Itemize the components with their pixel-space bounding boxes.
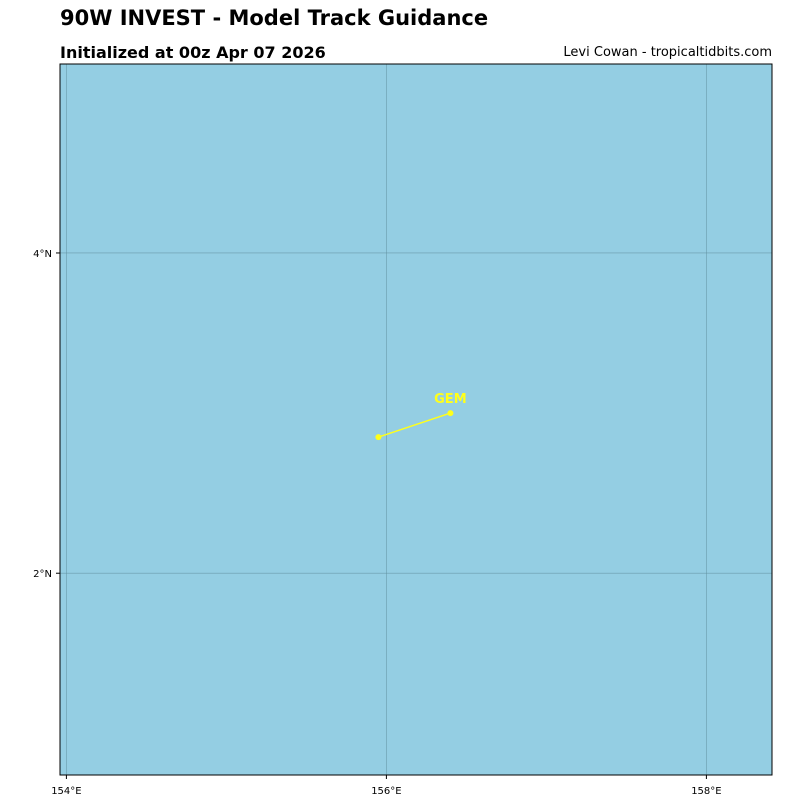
init-time-subtitle: Initialized at 00z Apr 07 2026 [60, 43, 326, 62]
model-tracks: GEM [375, 392, 467, 441]
lon-tick-label: 156°E [371, 786, 401, 797]
lon-tick-label: 158°E [691, 786, 721, 797]
map-frame [59, 63, 773, 776]
chart-title: 90W INVEST - Model Track Guidance [60, 6, 489, 30]
track-point [375, 434, 382, 441]
axis-ticks: 154°E 156°E 158°E 4°N 2°N [33, 249, 721, 797]
track-model-label: GEM [434, 392, 467, 407]
track-line [378, 412, 451, 438]
lat-tick-label: 4°N [33, 249, 52, 260]
ocean-area [60, 64, 772, 775]
lat-tick-label: 2°N [33, 569, 52, 580]
credit-text: Levi Cowan - tropicaltidbits.com [563, 45, 772, 60]
track-point [447, 410, 454, 417]
lon-tick-label: 154°E [51, 786, 81, 797]
graticule [60, 64, 772, 775]
